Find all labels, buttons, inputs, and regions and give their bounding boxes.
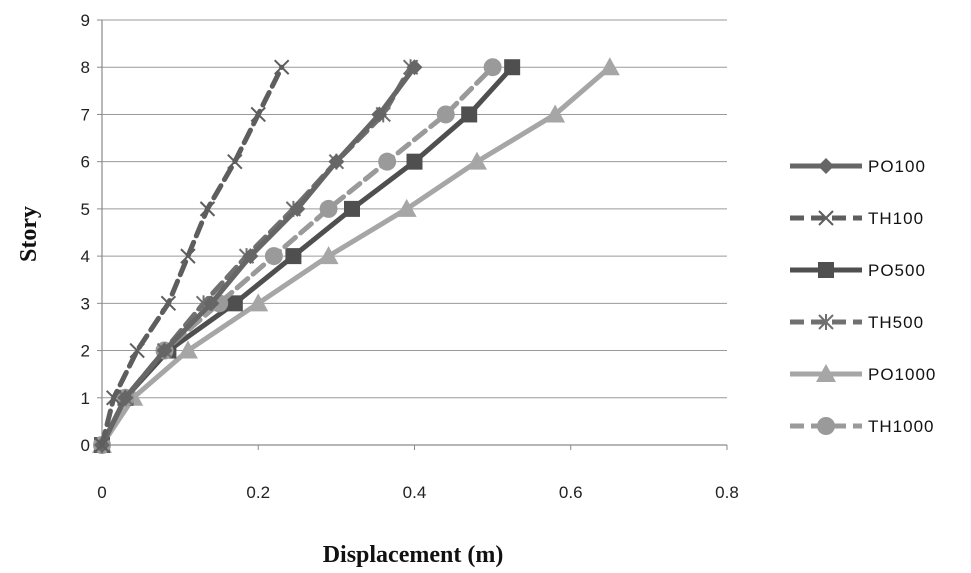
point-TH100-6-stroke-b xyxy=(227,153,243,170)
legend-label-TH500: TH500 xyxy=(868,313,924,332)
legend-swatch-marker-TH1000 xyxy=(817,417,835,435)
point-PO100-5 xyxy=(289,200,306,217)
legend-label-PO100: PO100 xyxy=(868,157,926,176)
point-PO500-3 xyxy=(226,295,243,312)
legend-swatch-marker-TH100 xyxy=(818,210,834,226)
point-TH100-3-stroke-b xyxy=(160,295,177,312)
point-PO100-8 xyxy=(406,59,423,76)
point-PO1000-6 xyxy=(467,151,487,170)
point-PO1000-2 xyxy=(177,340,198,359)
series-layer xyxy=(92,57,620,454)
point-TH100-4-stroke-b xyxy=(180,248,196,264)
legend-item-TH500: TH500 xyxy=(790,313,924,332)
legend-label-TH100: TH100 xyxy=(868,209,924,228)
point-PO1000-7 xyxy=(545,104,566,123)
legend-swatch-marker-PO500 xyxy=(818,262,834,278)
point-TH100-7 xyxy=(250,106,266,123)
point-PO100-3 xyxy=(203,295,220,312)
legend-swatch-marker-TH500 xyxy=(818,314,834,330)
legend-swatch-marker-PO1000 xyxy=(816,364,836,382)
y-tick-label-6: 6 xyxy=(81,153,90,172)
point-PO100-1 xyxy=(117,389,134,406)
point-TH1000-4 xyxy=(264,247,283,266)
point-TH100-1-stroke-b xyxy=(106,390,122,406)
legend-label-PO500: PO500 xyxy=(868,261,926,280)
x-tick-label-0.8: 0.8 xyxy=(715,483,739,502)
point-PO1000-4 xyxy=(318,246,339,265)
point-TH100-5-stroke-b xyxy=(199,201,216,217)
point-PO500-8 xyxy=(504,59,521,76)
point-TH100-8-stroke-b xyxy=(273,59,290,75)
point-TH100-6 xyxy=(227,153,243,170)
point-TH100-7-stroke-b xyxy=(250,106,266,123)
point-TH100-3 xyxy=(160,295,177,312)
point-PO100-7 xyxy=(371,106,388,123)
point-PO1000-8 xyxy=(599,57,620,76)
x-tick-label-0.4: 0.4 xyxy=(403,483,427,502)
x-tick-label-0.2: 0.2 xyxy=(246,483,270,502)
y-axis-title: Story xyxy=(16,206,42,262)
point-TH100-2-stroke-b xyxy=(129,342,145,359)
legend-item-PO1000: PO1000 xyxy=(790,364,936,384)
legend-swatch-marker-TH100-stroke-b xyxy=(818,210,834,226)
legend-label-PO1000: PO1000 xyxy=(868,365,936,384)
y-tick-label-8: 8 xyxy=(81,58,90,77)
y-tick-label-1: 1 xyxy=(81,389,90,408)
point-TH100-0-stroke-b xyxy=(94,437,110,453)
point-TH1000-5 xyxy=(319,199,338,218)
point-PO500-6 xyxy=(406,153,423,170)
point-PO100-6 xyxy=(328,153,345,170)
legend-label-TH1000: TH1000 xyxy=(868,417,934,436)
gridlines xyxy=(102,19,727,399)
point-TH1000-8 xyxy=(483,58,502,77)
legend-item-TH1000: TH1000 xyxy=(790,417,934,436)
series-PO1000 xyxy=(92,57,620,453)
point-PO1000-5 xyxy=(396,198,417,217)
x-tick-label-0: 0 xyxy=(97,483,106,502)
point-PO500-4 xyxy=(285,248,302,265)
point-TH100-2 xyxy=(129,342,145,359)
legend-item-PO500: PO500 xyxy=(790,261,926,280)
legend: PO100 TH100 PO500 TH500 PO1000 TH1000 xyxy=(790,157,936,436)
y-tick-label-7: 7 xyxy=(81,105,90,124)
point-PO500-5 xyxy=(344,200,360,217)
point-PO100-2 xyxy=(156,342,173,359)
y-tick-label-9: 9 xyxy=(81,11,90,30)
point-TH100-8 xyxy=(273,59,290,75)
point-TH100-4 xyxy=(180,248,196,264)
y-tick-label-2: 2 xyxy=(81,342,90,361)
series-TH100 xyxy=(94,59,290,453)
y-tick-label-5: 5 xyxy=(81,200,90,219)
x-axis-title: Displacement (m) xyxy=(323,542,504,568)
point-TH100-1 xyxy=(106,390,122,406)
point-TH100-0 xyxy=(94,437,110,453)
axes: 0 1 2 3 4 5 6 7 8 9 0 0.2 0.4 0.6 0.8 xyxy=(81,11,739,502)
x-tick-label-0.6: 0.6 xyxy=(559,483,583,502)
point-PO500-7 xyxy=(461,106,478,123)
point-PO1000-3 xyxy=(248,293,269,312)
y-tick-label-0: 0 xyxy=(81,436,90,455)
point-TH1000-7 xyxy=(436,105,455,124)
point-TH100-5 xyxy=(199,201,216,217)
legend-item-TH100: TH100 xyxy=(790,209,924,228)
legend-item-PO100: PO100 xyxy=(790,157,926,176)
point-TH1000-6 xyxy=(378,152,397,171)
y-tick-label-3: 3 xyxy=(81,294,90,313)
point-PO100-4 xyxy=(242,248,259,265)
legend-swatch-marker-PO100 xyxy=(818,158,834,174)
y-tick-label-4: 4 xyxy=(81,247,90,266)
